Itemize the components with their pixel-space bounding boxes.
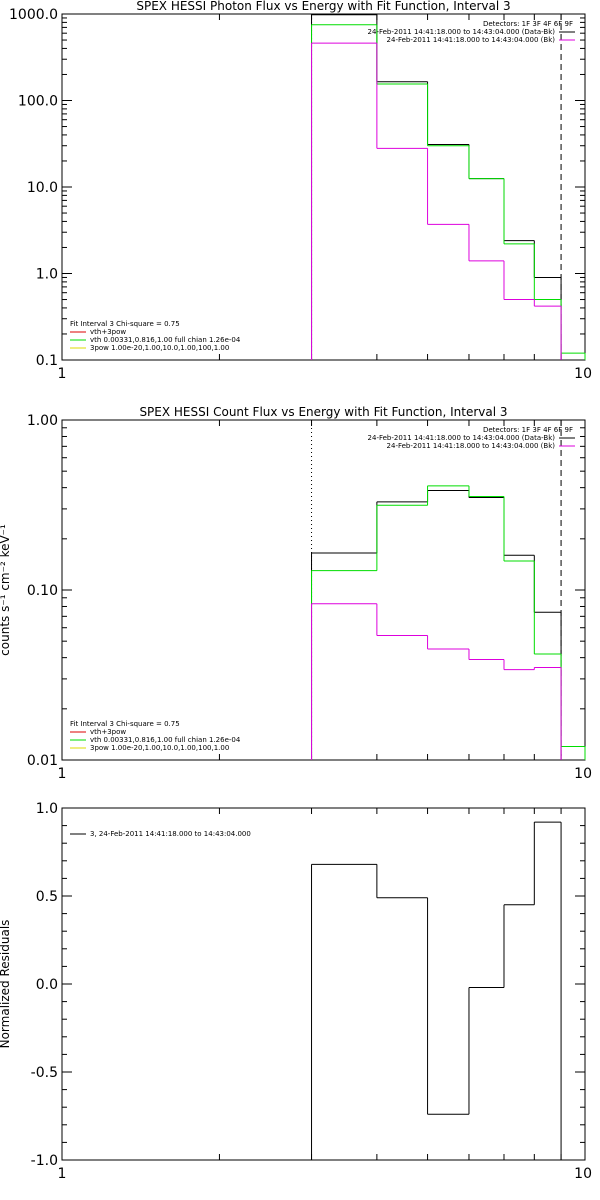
series-component <box>311 603 562 760</box>
y-axis-label: Normalized Residuals <box>0 920 12 1049</box>
legend-entry: vth+3pow <box>90 728 126 736</box>
legend-entry: 24-Feb-2011 14:41:18.000 to 14:43:04.000… <box>368 28 556 36</box>
legend-entry: Detectors: 1F 3F 4F 6F 9F <box>483 20 573 28</box>
legend-entry: Fit Interval 3 Chi-square = 0.75 <box>70 320 180 328</box>
y-tick-label: 100.0 <box>18 94 58 110</box>
x-tick-label: 1 <box>58 1166 67 1182</box>
x-tick-label: 10 <box>574 366 592 382</box>
x-tick-label: 10 <box>574 1166 592 1182</box>
legend-entry: 3pow 1.00e-20,1.00,10.0,1.00,100,1.00 <box>90 344 229 352</box>
y-tick-label: -1.0 <box>31 1153 58 1169</box>
y-tick-label: -0.5 <box>31 1065 58 1081</box>
y-tick-label: 1.00 <box>27 413 58 429</box>
y-tick-label: 0.10 <box>27 583 58 599</box>
y-tick-label: 10.0 <box>27 180 58 196</box>
chart-title: SPEX HESSI Photon Flux vs Energy with Fi… <box>136 0 510 13</box>
legend-entry: Detectors: 1F 3F 4F 6F 9F <box>483 426 573 434</box>
y-tick-label: 0.01 <box>27 753 58 769</box>
legend-entry: 24-Feb-2011 14:41:18.000 to 14:43:04.000… <box>368 434 556 442</box>
legend-entry: Fit Interval 3 Chi-square = 0.75 <box>70 720 180 728</box>
legend-entry: 3, 24-Feb-2011 14:41:18.000 to 14:43:04.… <box>90 830 251 838</box>
chart-resid: Normalized Residuals -1.0 -0.5 0.0 0.5 1.0 1 10… <box>0 801 592 1182</box>
series-data <box>311 821 562 1160</box>
y-axis-label: counts s⁻¹ cm⁻² keV⁻¹ <box>0 524 12 656</box>
y-tick-label: 0.1 <box>36 353 58 369</box>
legend-entry: 3pow 1.00e-20,1.00,10.0,1.00,100,1.00 <box>90 744 229 752</box>
chart-title: SPEX HESSI Count Flux vs Energy with Fit… <box>139 405 507 419</box>
legend-entry: vth+3pow <box>90 328 126 336</box>
y-tick-label: 1.0 <box>36 267 58 283</box>
legend-entry: 24-Feb-2011 14:41:18.000 to 14:43:04.000… <box>387 36 556 44</box>
legend-entry: vth 0.00331,0.816,1.00 full chian 1.26e-… <box>90 736 241 744</box>
x-tick-label: 10 <box>574 766 592 782</box>
y-tick-label: 0.5 <box>36 889 58 905</box>
legend-entry: 24-Feb-2011 14:41:18.000 to 14:43:04.000… <box>387 442 556 450</box>
y-tick-label: 1000.0 <box>9 7 58 23</box>
x-tick-label: 1 <box>58 766 67 782</box>
series-component <box>311 42 562 360</box>
legend-entry: vth 0.00331,0.816,1.00 full chian 1.26e-… <box>90 336 241 344</box>
y-tick-label: 1.0 <box>36 801 58 817</box>
chart-photon: SPEX HESSI Photon Flux vs Energy with Fi… <box>9 0 592 382</box>
x-tick-label: 1 <box>58 366 67 382</box>
y-tick-label: 0.0 <box>36 977 58 993</box>
plots-group: SPEX HESSI Photon Flux vs Energy with Fi… <box>0 0 592 1182</box>
chart-count: SPEX HESSI Count Flux vs Energy with Fit… <box>0 405 592 782</box>
